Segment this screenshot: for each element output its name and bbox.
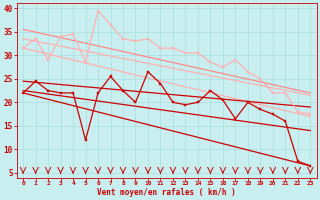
X-axis label: Vent moyen/en rafales ( km/h ): Vent moyen/en rafales ( km/h ) — [97, 188, 236, 197]
